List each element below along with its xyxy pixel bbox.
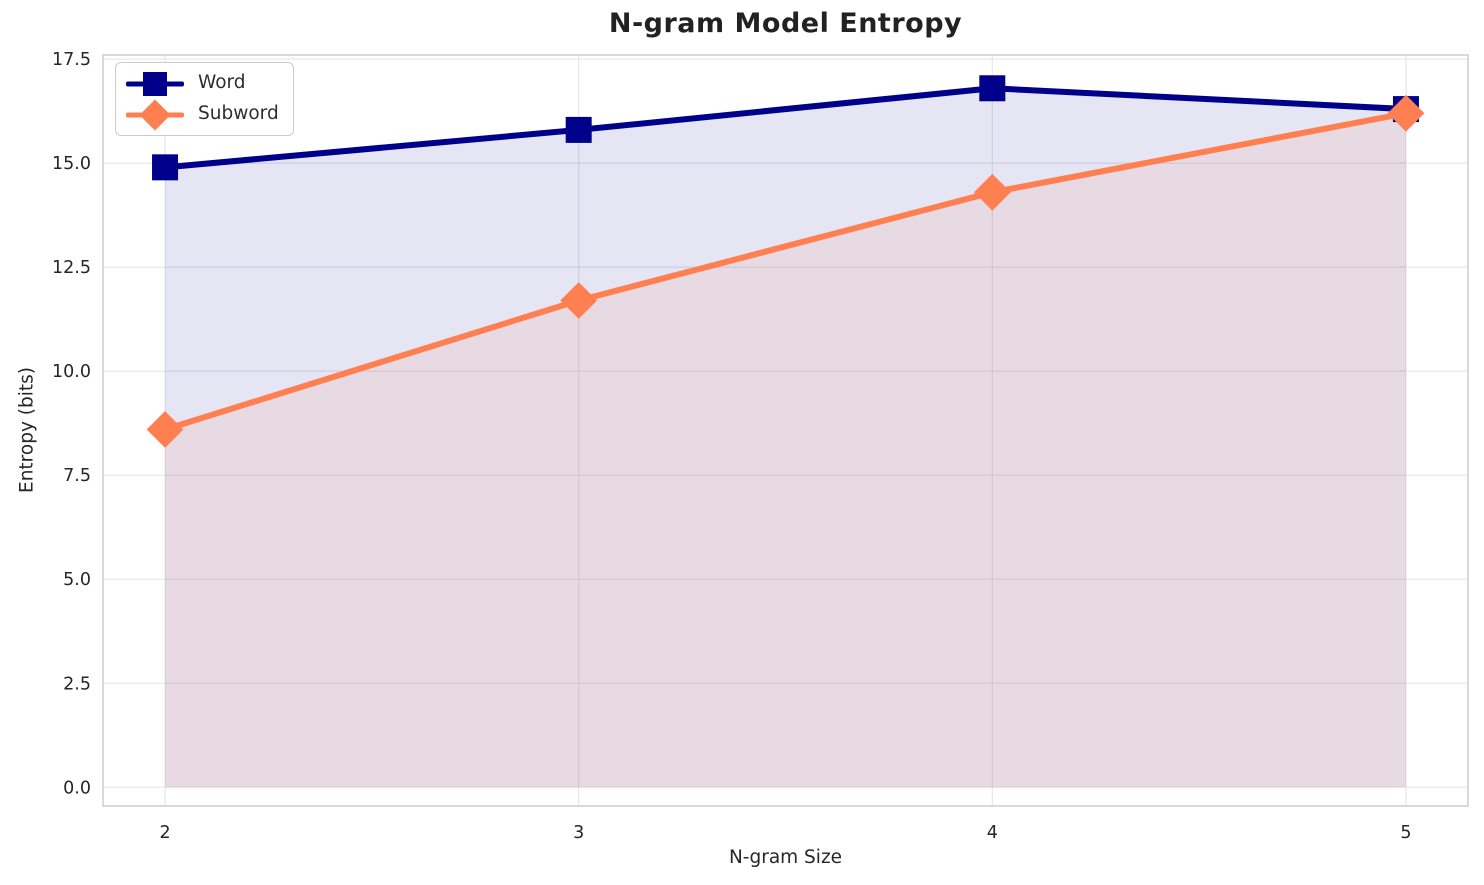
- subword-line: [162, 110, 1409, 433]
- y-tick-label: 15.0: [52, 154, 91, 174]
- x-axis-label: N-gram Size: [728, 847, 843, 868]
- legend-label-subword: Subword: [198, 103, 279, 125]
- subword-legend-swatch: [126, 98, 184, 131]
- word-data-marker: [979, 75, 1006, 102]
- subword-diamond-marker-icon: [139, 98, 171, 131]
- word-square-marker-icon: [143, 71, 167, 96]
- y-axis-label: Entropy (bits): [16, 367, 38, 493]
- y-tick-label: 5.0: [63, 570, 91, 590]
- legend-item-subword: Subword: [126, 98, 279, 131]
- legend-item-word: Word: [126, 68, 279, 99]
- legend: Word Subword: [115, 62, 294, 136]
- word-line: [162, 85, 1409, 171]
- subword-data-marker: [146, 411, 184, 448]
- y-tick-label: 0.0: [63, 778, 91, 798]
- y-tick-label: 2.5: [63, 674, 91, 694]
- subword-area-fill: [165, 113, 1406, 788]
- y-tick-label: 17.5: [52, 50, 91, 70]
- subword-data-marker: [1387, 94, 1425, 132]
- subword-data-marker: [973, 173, 1011, 211]
- y-tick-label: 12.5: [52, 258, 91, 278]
- word-data-marker: [152, 154, 179, 181]
- y-tick-label: 7.5: [63, 466, 91, 486]
- legend-label-word: Word: [198, 72, 246, 94]
- chart-title: N-gram Model Entropy: [608, 8, 963, 39]
- x-tick-label: 3: [573, 823, 584, 843]
- x-tick-label: 5: [1400, 823, 1411, 843]
- x-tick-label: 2: [159, 823, 170, 843]
- word-legend-swatch: [126, 69, 184, 99]
- word-area-fill: [165, 88, 1406, 788]
- subword-data-marker: [560, 282, 598, 319]
- word-data-marker: [565, 116, 592, 143]
- plot-border: [102, 54, 1469, 807]
- x-tick-label: 4: [987, 823, 998, 843]
- y-tick-label: 10.0: [52, 362, 91, 382]
